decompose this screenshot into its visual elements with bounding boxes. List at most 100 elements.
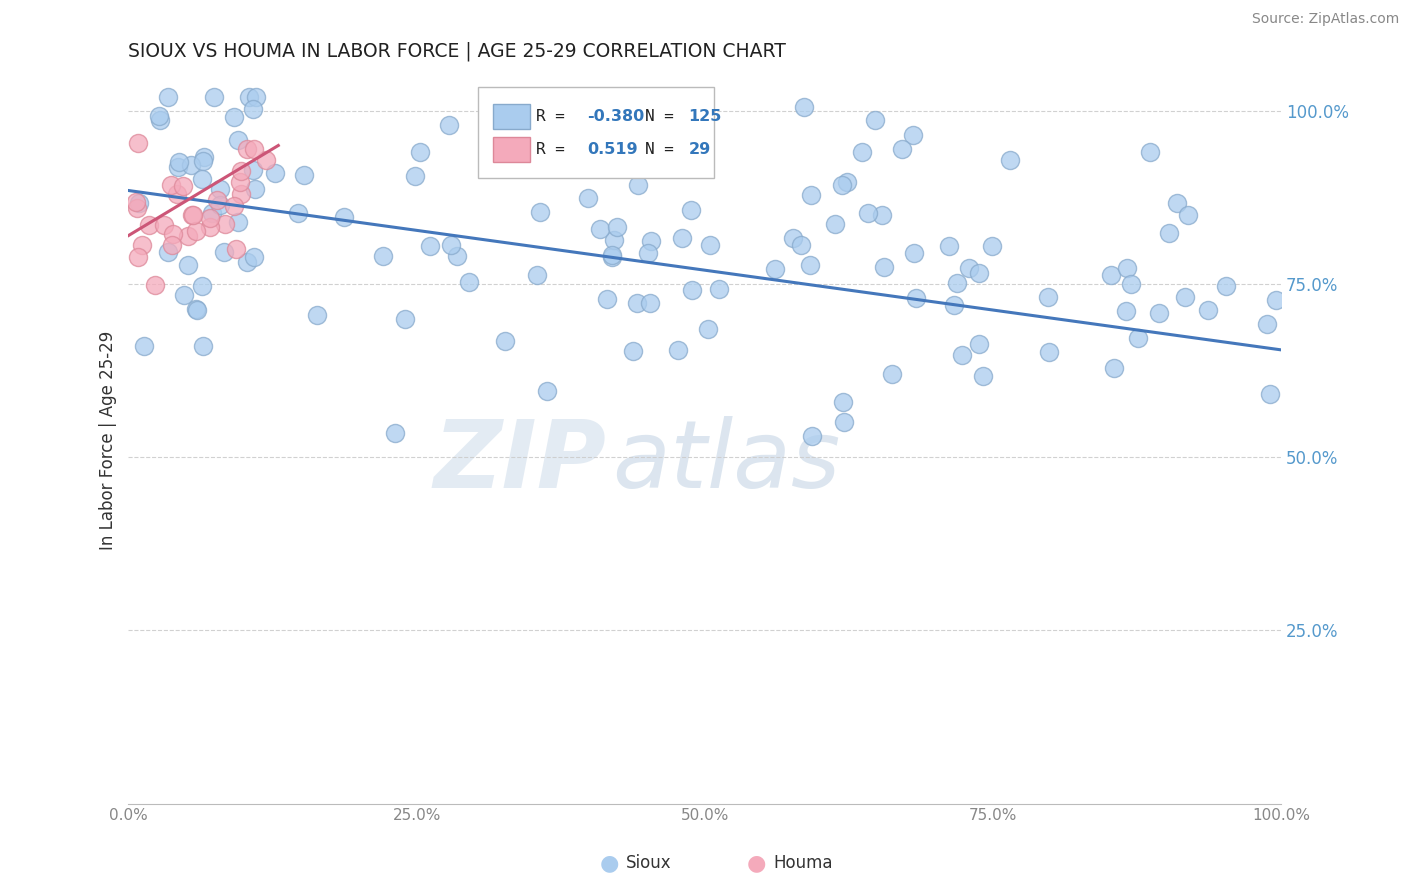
Point <box>156 245 179 260</box>
Point <box>287 206 309 220</box>
Point <box>494 334 516 348</box>
Point <box>1177 208 1199 222</box>
FancyBboxPatch shape <box>492 137 530 162</box>
Point <box>446 249 468 263</box>
Point <box>1038 345 1060 359</box>
Point <box>1147 306 1170 320</box>
Point <box>125 194 148 209</box>
Point <box>235 142 257 156</box>
Point <box>801 429 824 443</box>
Point <box>637 245 659 260</box>
Point <box>851 145 873 160</box>
Point <box>1258 386 1281 401</box>
Point <box>229 164 252 178</box>
FancyBboxPatch shape <box>492 103 530 128</box>
Point <box>186 302 208 317</box>
Text: Houma: Houma <box>773 855 832 872</box>
Point <box>242 250 264 264</box>
Point <box>186 224 208 238</box>
Point <box>1139 145 1161 159</box>
Point <box>998 153 1021 167</box>
Point <box>292 168 315 182</box>
Point <box>254 153 277 167</box>
Point <box>408 145 430 160</box>
Point <box>606 219 628 234</box>
Y-axis label: In Labor Force | Age 25-29: In Labor Force | Age 25-29 <box>100 330 117 549</box>
Point <box>800 188 823 202</box>
Point <box>180 157 202 171</box>
Text: R =: R = <box>537 109 575 124</box>
Point <box>191 172 214 186</box>
Point <box>404 169 426 183</box>
Point <box>193 150 215 164</box>
Point <box>835 176 858 190</box>
Point <box>666 343 689 357</box>
Text: N =: N = <box>645 109 683 124</box>
Point <box>201 206 224 220</box>
Point <box>202 90 225 104</box>
Point <box>193 339 215 353</box>
Text: R =: R = <box>537 142 575 157</box>
Point <box>832 394 855 409</box>
Point <box>882 367 904 381</box>
Point <box>134 339 156 353</box>
Point <box>245 90 267 104</box>
Point <box>212 244 235 259</box>
Point <box>834 415 856 429</box>
Point <box>198 220 221 235</box>
Point <box>333 210 356 224</box>
Point <box>226 215 249 229</box>
Point <box>173 287 195 301</box>
Point <box>640 235 662 249</box>
Point <box>125 201 148 215</box>
Point <box>588 103 610 118</box>
Point <box>191 154 214 169</box>
Point <box>242 102 264 116</box>
Point <box>128 195 150 210</box>
Point <box>307 309 329 323</box>
Point <box>224 110 246 124</box>
Point <box>214 217 236 231</box>
Text: SIOUX VS HOUMA IN LABOR FORCE | AGE 25-29 CORRELATION CHART: SIOUX VS HOUMA IN LABOR FORCE | AGE 25-2… <box>128 42 786 62</box>
Point <box>681 202 703 217</box>
Point <box>156 90 179 104</box>
Point <box>627 178 650 193</box>
Point <box>1256 317 1278 331</box>
Point <box>1102 361 1125 376</box>
Point <box>138 219 160 233</box>
Point <box>243 182 266 196</box>
Point <box>371 249 394 263</box>
Point <box>209 182 232 196</box>
Point <box>967 267 990 281</box>
Point <box>872 208 894 222</box>
Point <box>638 295 661 310</box>
Point <box>529 205 551 219</box>
Text: N =: N = <box>645 142 683 157</box>
Point <box>166 187 188 202</box>
Point <box>1128 331 1150 345</box>
Text: Sioux: Sioux <box>626 855 671 872</box>
Point <box>439 118 461 132</box>
Point <box>1197 302 1219 317</box>
Point <box>576 191 599 205</box>
Point <box>626 296 648 310</box>
Point <box>127 136 149 151</box>
Point <box>243 143 266 157</box>
Point <box>856 205 879 219</box>
Point <box>600 248 623 262</box>
Point <box>167 155 190 169</box>
Point <box>602 233 624 247</box>
Point <box>143 278 166 293</box>
Point <box>162 227 184 242</box>
Point <box>172 178 194 193</box>
Point <box>957 260 980 275</box>
Point <box>149 112 172 127</box>
Point <box>242 162 264 177</box>
Point <box>831 178 853 192</box>
Point <box>938 238 960 252</box>
Text: -0.380: -0.380 <box>588 109 644 124</box>
Point <box>950 347 973 361</box>
Point <box>180 208 202 222</box>
Point <box>167 160 190 174</box>
Text: ZIP: ZIP <box>434 416 607 508</box>
